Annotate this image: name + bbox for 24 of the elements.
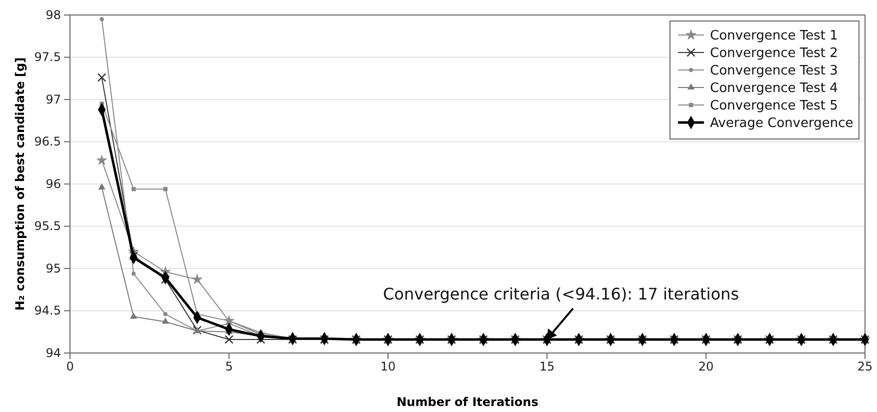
y-tick-label: 94.5 — [34, 304, 61, 318]
legend-label: Convergence Test 1 — [710, 28, 838, 44]
annotation: Convergence criteria (<94.16): 17 iterations — [383, 284, 739, 304]
legend-label: Convergence Test 4 — [710, 81, 838, 96]
x-tick-label: 0 — [66, 360, 74, 374]
y-tick-label: 97 — [46, 92, 61, 106]
y-tick-label: 94 — [46, 346, 61, 360]
y-tick-label: 96 — [46, 176, 61, 191]
legend-label: Convergence Test 5 — [710, 98, 838, 114]
x-axis-title: Number of Iterations — [396, 395, 538, 409]
x-tick-label: 20 — [698, 360, 714, 374]
x-tick-label: 25 — [857, 360, 873, 374]
x-tick-label: 5 — [225, 360, 233, 374]
x-tick-label: 15 — [539, 360, 555, 374]
y-axis-title: H₂ consumption of best candidate [g] — [13, 57, 27, 311]
y-tick-label: 98 — [46, 8, 61, 22]
y-tick-label: 97.5 — [34, 50, 61, 64]
legend-label: Average Convergence — [710, 116, 854, 131]
legend-label: Convergence Test 2 — [710, 46, 838, 61]
y-tick-label: 95 — [46, 261, 61, 276]
legend-label: Convergence Test 3 — [710, 64, 838, 78]
y-tick-label: 95.5 — [34, 219, 61, 234]
y-tick-label: 96.5 — [34, 134, 61, 149]
x-tick-label: 10 — [380, 360, 396, 374]
